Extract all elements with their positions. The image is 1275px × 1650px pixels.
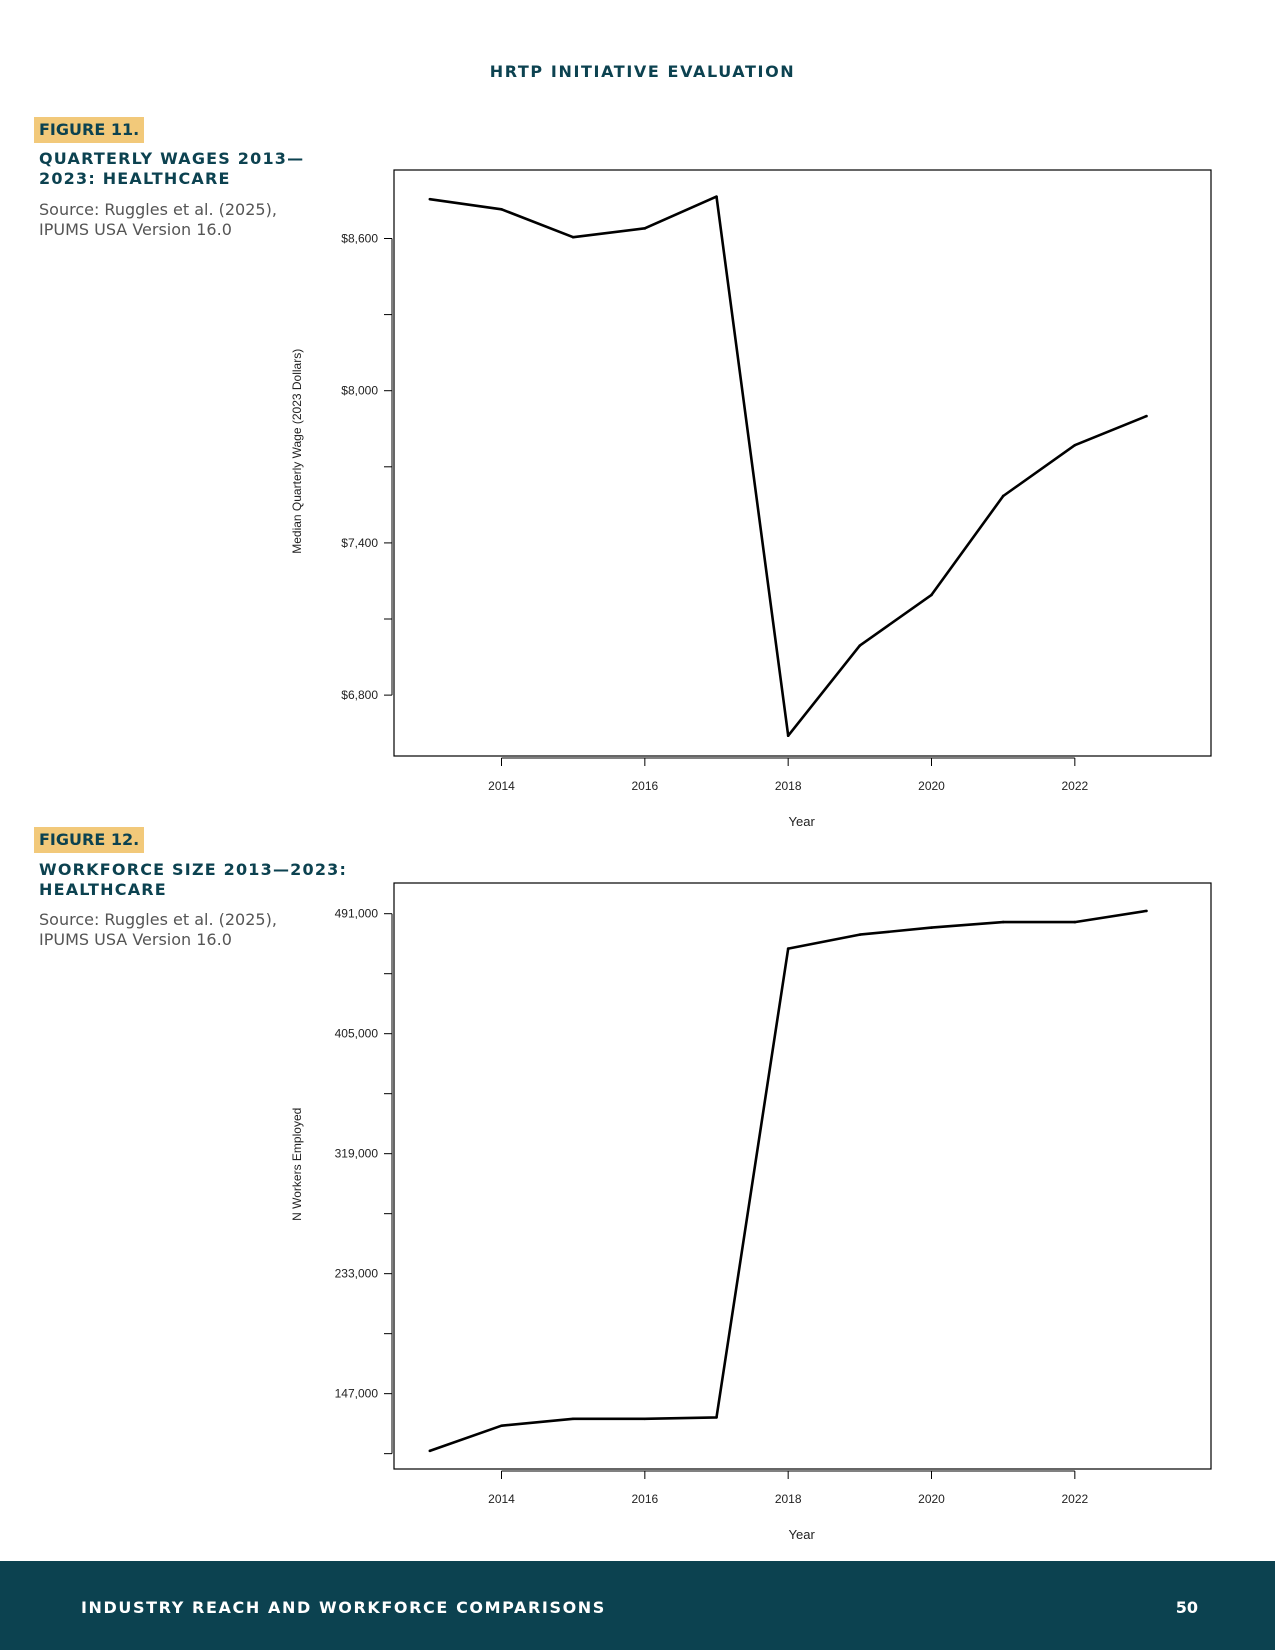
data-point: [786, 947, 790, 950]
data-point: [1073, 443, 1077, 447]
page-number: 50: [1175, 1598, 1198, 1617]
y-tick-label: 147,000: [335, 1387, 379, 1401]
plot-frame: [393, 169, 1212, 757]
x-tick-label: 2016: [631, 779, 658, 793]
data-point: [930, 593, 933, 597]
data-point: [858, 644, 862, 647]
x-tick-label: 2018: [775, 1492, 802, 1506]
x-axis-label: Year: [789, 814, 816, 829]
x-tick-label: 2022: [1061, 779, 1088, 793]
y-axis-label: Median Quarterly Wage (2023 Dollars): [290, 349, 304, 554]
data-point: [1073, 920, 1077, 924]
data-point: [500, 1424, 503, 1428]
series-line: [429, 909, 1147, 1453]
figure-11-source: Source: Ruggles et al. (2025), IPUMS USA…: [39, 200, 277, 239]
series-line: [429, 195, 1147, 738]
footer-section-label: INDUSTRY REACH AND WORKFORCE COMPARISONS: [81, 1598, 606, 1617]
figure-12-tag: FIGURE 12.: [34, 827, 145, 853]
figure-11-tag: FIGURE 11.: [34, 117, 145, 143]
workforce-chart: 147,000 233,000 319,000 405,000 491,000 2014 2…: [280, 873, 1220, 1553]
data-point: [1001, 494, 1005, 498]
data-point: [571, 1417, 575, 1421]
data-point: [1145, 909, 1148, 913]
data-point: [858, 933, 862, 936]
y-tick-label: 405,000: [335, 1027, 379, 1041]
page-footer: INDUSTRY REACH AND WORKFORCE COMPARISONS…: [0, 1561, 1275, 1650]
workforce-chart-svg: 147,000 233,000 319,000 405,000 491,000 2014 2…: [290, 882, 1212, 1542]
data-point: [786, 734, 790, 738]
y-tick-label: $6,800: [341, 688, 378, 702]
data-point: [428, 197, 432, 201]
wage-chart: $6,800 $7,400 $8,000 $8,600 2014 2016 2018 2020…: [280, 160, 1220, 840]
figure-12-source: Source: Ruggles et al. (2025), IPUMS USA…: [39, 910, 277, 949]
data-point: [428, 1449, 432, 1453]
data-point: [500, 208, 503, 211]
y-tick-label: $8,600: [341, 231, 378, 245]
x-tick-label: 2022: [1061, 1492, 1088, 1506]
data-point: [1145, 414, 1148, 418]
data-point: [643, 1417, 647, 1421]
data-point: [643, 227, 647, 230]
plot-frame: [393, 882, 1212, 1470]
y-tick-label: 491,000: [335, 907, 379, 921]
y-tick-label: $7,400: [341, 536, 378, 550]
x-tick-label: 2014: [488, 779, 515, 793]
data-point: [1001, 920, 1005, 924]
x-tick-label: 2016: [631, 1492, 658, 1506]
x-tick-label: 2018: [775, 779, 802, 793]
data-point: [715, 195, 718, 198]
y-axis-label: N Workers Employed: [290, 1108, 304, 1221]
figure-11-title: QUARTERLY WAGES 2013—2023: HEALTHCARE: [39, 149, 305, 188]
y-tick-label: $8,000: [341, 384, 378, 398]
y-tick-label: 319,000: [335, 1147, 379, 1161]
figure-12-title: WORKFORCE SIZE 2013—2023: HEALTHCARE: [39, 860, 348, 899]
data-point: [930, 926, 933, 929]
y-tick-label: 233,000: [335, 1267, 379, 1281]
x-tick-label: 2020: [918, 1492, 945, 1506]
data-point: [571, 235, 575, 239]
x-tick-label: 2014: [488, 1492, 515, 1506]
x-axis-label: Year: [789, 1527, 816, 1542]
data-point: [715, 1416, 718, 1419]
x-tick-label: 2020: [918, 779, 945, 793]
document-header: HRTP INITIATIVE EVALUATION: [489, 62, 796, 81]
wage-chart-svg: $6,800 $7,400 $8,000 $8,600 2014 2016 2018 2020…: [290, 169, 1212, 829]
